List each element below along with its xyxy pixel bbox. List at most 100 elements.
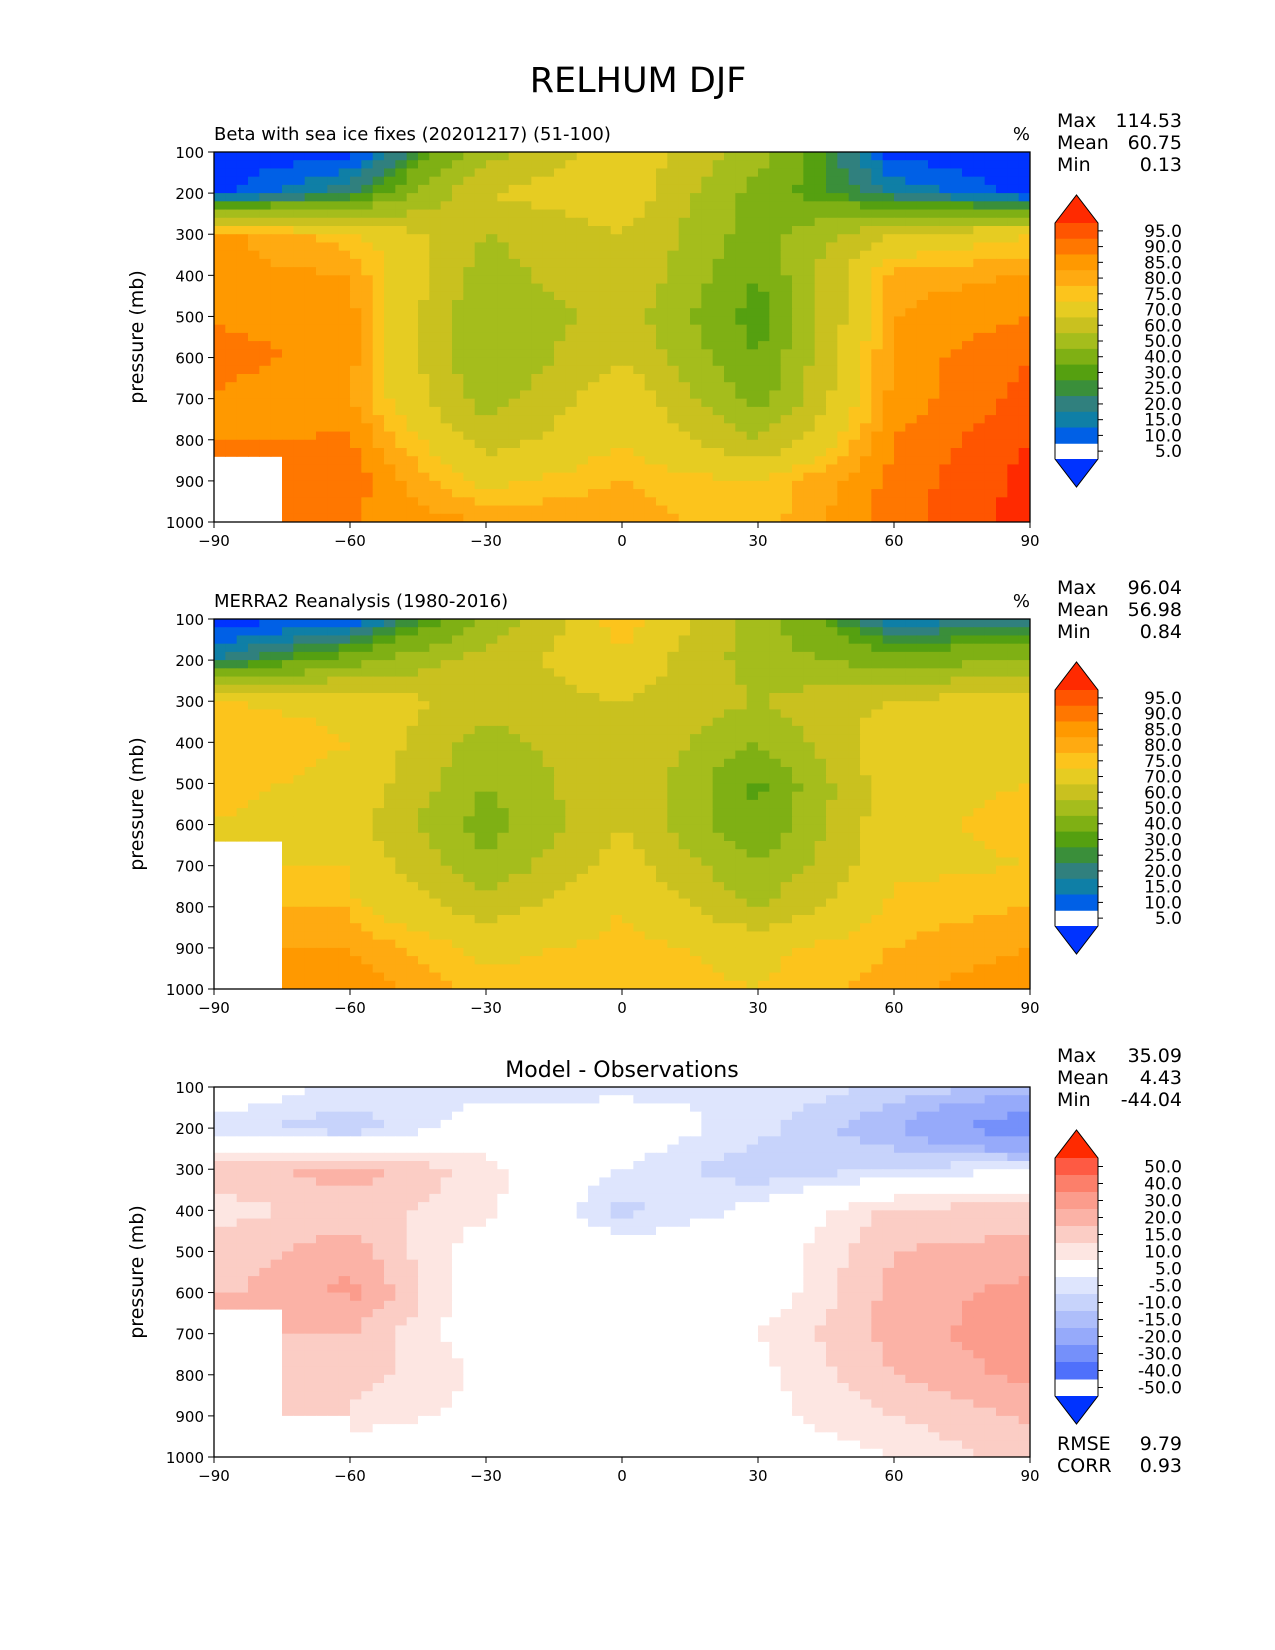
field-cell	[871, 767, 884, 776]
field-cell	[429, 258, 442, 268]
field-cell	[486, 300, 498, 309]
field-cell	[270, 750, 283, 760]
field-cell	[928, 324, 940, 334]
field-cell	[327, 357, 340, 367]
field-cell	[610, 160, 623, 170]
field-cell	[701, 717, 714, 727]
field-cell	[248, 341, 260, 350]
field-cell	[758, 660, 770, 669]
field-cell	[395, 283, 408, 293]
field-cell	[962, 439, 974, 449]
field-cell	[248, 349, 260, 359]
field-cell	[860, 472, 872, 482]
field-cell	[984, 300, 997, 309]
field-cell	[769, 750, 782, 760]
field-cell	[973, 627, 986, 637]
field-cell	[928, 635, 940, 645]
field-cell	[452, 357, 464, 367]
field-cell	[463, 226, 476, 235]
field-cell	[463, 709, 476, 719]
field-cell	[497, 160, 510, 170]
field-cell	[848, 767, 861, 776]
field-cell	[304, 480, 317, 490]
field-cell	[644, 431, 657, 441]
field-cell	[588, 480, 600, 490]
field-cell	[520, 341, 532, 350]
field-cell	[905, 332, 918, 342]
field-cell	[939, 341, 952, 350]
field-cell	[962, 717, 974, 727]
field-cell	[225, 725, 238, 735]
field-cell	[758, 439, 770, 449]
field-cell	[599, 374, 612, 383]
field-cell	[633, 184, 646, 194]
field-cell	[248, 651, 260, 661]
field-cell	[463, 176, 476, 186]
field-cell	[486, 406, 498, 416]
field-cell	[894, 480, 906, 490]
field-cell	[826, 168, 838, 178]
field-cell	[406, 431, 419, 441]
field-cell	[735, 627, 748, 637]
field-cell	[599, 184, 612, 194]
field-cell	[894, 415, 906, 424]
colorbar-bin	[1055, 427, 1098, 444]
colorbar-level-label: 80.0	[1144, 269, 1182, 289]
field-cell	[248, 332, 260, 342]
field-cell	[950, 448, 963, 457]
field-cell	[463, 725, 476, 735]
field-cell	[259, 168, 272, 178]
field-cell	[973, 382, 986, 392]
field-cell	[1018, 676, 1030, 686]
field-cell	[350, 357, 362, 367]
field-cell	[860, 489, 872, 498]
field-cell	[225, 234, 238, 244]
field-cell	[225, 651, 238, 661]
field-cell	[644, 799, 657, 809]
field-cell	[474, 758, 487, 768]
field-cell	[678, 505, 691, 515]
field-cell	[656, 398, 668, 408]
field-cell	[724, 242, 736, 252]
field-cell	[282, 791, 294, 801]
field-cell	[984, 291, 997, 301]
field-cell	[622, 160, 634, 170]
field-cell	[735, 308, 748, 318]
field-cell	[871, 283, 884, 293]
field-cell	[962, 660, 974, 669]
field-cell	[792, 775, 804, 785]
field-cell	[644, 635, 657, 645]
field-cell	[361, 341, 374, 350]
field-cell	[848, 250, 861, 260]
field-cell	[418, 308, 430, 318]
field-cell	[860, 357, 872, 367]
field-cell	[894, 439, 906, 449]
field-cell	[270, 406, 283, 416]
field-cell	[848, 693, 861, 702]
field-cell	[814, 693, 827, 702]
field-cell	[418, 300, 430, 309]
field-cell	[690, 267, 702, 276]
field-cell	[712, 406, 725, 416]
field-cell	[361, 676, 374, 686]
field-cell	[667, 472, 680, 482]
field-cell	[588, 275, 600, 285]
field-cell	[531, 184, 544, 194]
field-cell	[905, 480, 918, 490]
field-cell	[996, 513, 1008, 522]
field-cell	[1018, 283, 1030, 293]
field-cell	[644, 725, 657, 735]
field-cell	[429, 619, 442, 628]
field-cell	[395, 201, 408, 211]
field-cell	[871, 324, 884, 334]
field-cell	[497, 267, 510, 276]
field-cell	[338, 709, 351, 719]
x-tick-label: −30	[470, 532, 502, 550]
field-cell	[894, 464, 906, 474]
field-cell	[599, 406, 612, 416]
field-cell	[678, 668, 691, 678]
field-cell	[984, 423, 997, 433]
field-cell	[316, 693, 328, 702]
field-cell	[350, 275, 362, 285]
field-cell	[225, 332, 238, 342]
